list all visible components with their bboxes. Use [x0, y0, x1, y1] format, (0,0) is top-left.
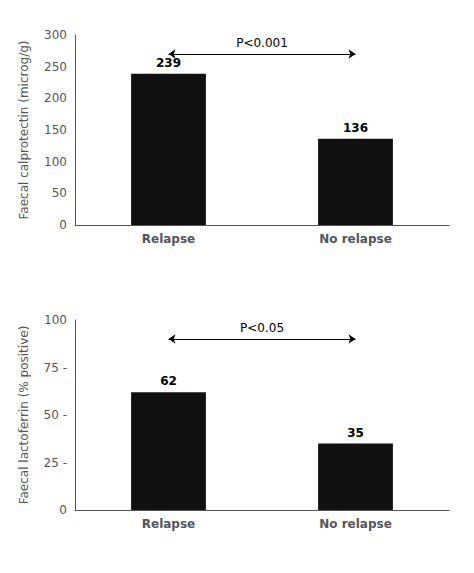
svg-text:62: 62	[160, 374, 177, 388]
svg-text:No relapse: No relapse	[319, 517, 392, 531]
svg-text:0: 0	[59, 218, 67, 232]
svg-text:35: 35	[347, 426, 364, 440]
svg-text:P<0.05: P<0.05	[240, 321, 284, 335]
svg-text:100: 100	[44, 155, 67, 169]
svg-text:Faecal calprotectin (microg/g): Faecal calprotectin (microg/g)	[17, 41, 31, 220]
svg-text:Relapse: Relapse	[142, 517, 195, 531]
svg-text:300: 300	[44, 28, 67, 42]
svg-text:200: 200	[44, 91, 67, 105]
svg-text:P<0.001: P<0.001	[236, 36, 288, 50]
svg-text:239: 239	[156, 56, 181, 70]
svg-text:No relapse: No relapse	[319, 232, 392, 246]
svg-text:136: 136	[343, 121, 368, 135]
svg-text:75 -: 75 -	[44, 361, 67, 375]
svg-text:50 -: 50 -	[44, 408, 67, 422]
svg-text:150: 150	[44, 123, 67, 137]
svg-text:0: 0	[59, 503, 67, 517]
svg-text:Relapse: Relapse	[142, 232, 195, 246]
svg-text:250: 250	[44, 60, 67, 74]
svg-text:25 -: 25 -	[44, 456, 67, 470]
svg-text:Faecal lactoferrin (% positive: Faecal lactoferrin (% positive)	[17, 326, 31, 505]
svg-text:50: 50	[52, 186, 67, 200]
svg-text:100: 100	[44, 313, 67, 327]
